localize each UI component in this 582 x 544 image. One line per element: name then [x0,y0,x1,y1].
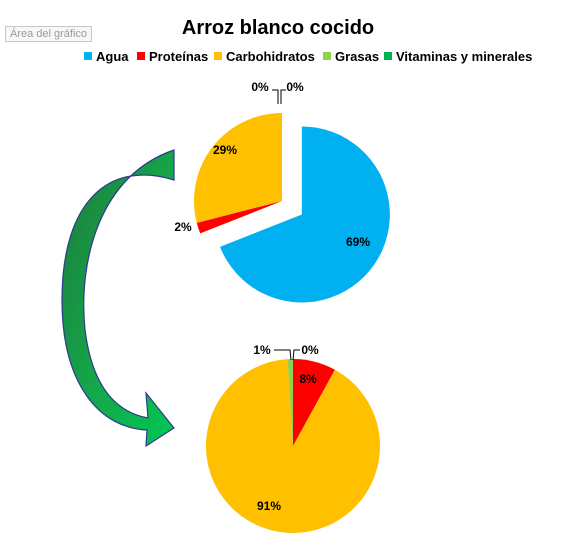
leader-line [274,349,292,361]
pie-slice-proteinas [196,201,282,234]
data-label-vitaminas-y-minerales: 0% [301,343,319,357]
chart-title: Arroz blanco cocido [182,17,374,39]
data-label-proteinas: 8% [299,372,317,386]
data-label-proteinas: 2% [174,220,192,234]
legend-label-grasas: Grasas [335,49,379,64]
pie-slice-proteinas [293,359,335,446]
data-label-carbohidratos: 91% [257,499,281,513]
data-label-vitaminas-y-minerales: 0% [286,80,304,94]
chart-area-tooltip: Área del gráfico [5,26,93,42]
leader-line [292,349,300,361]
data-label-grasas: 1% [253,343,271,357]
legend-swatch-grasas [323,52,331,60]
pie-slice-grasas [287,359,293,446]
legend-label-proteinas: Proteínas [149,49,208,64]
pie-raw: 69% 2% 29% 0% 0% [174,80,390,303]
data-label-agua: 69% [346,235,370,249]
leader-line [280,89,286,104]
data-label-carbohidratos: 29% [213,143,237,157]
legend-label-agua: Agua [96,49,129,64]
pie-slice-carbohidratos [193,113,282,223]
curved-arrow-icon [61,149,175,448]
pie-slice-agua [220,126,390,303]
leader-line [272,89,279,104]
pie-dry: 8% 91% 1% 0% [205,343,380,533]
legend-swatch-agua [84,52,92,60]
legend-label-vitaminas-y-minerales: Vitaminas y minerales [396,49,532,64]
pie-slice-carbohidratos [205,359,380,533]
legend-swatch-carbohidratos [214,52,222,60]
legend-swatch-proteinas [137,52,145,60]
legend-swatch-vitaminas-y-minerales [384,52,392,60]
legend-label-carbohidratos: Carbohidratos [226,49,315,64]
data-label-grasas: 0% [251,80,269,94]
legend: Agua Proteínas Carbohidratos Grasas Vitamina… [84,49,532,64]
